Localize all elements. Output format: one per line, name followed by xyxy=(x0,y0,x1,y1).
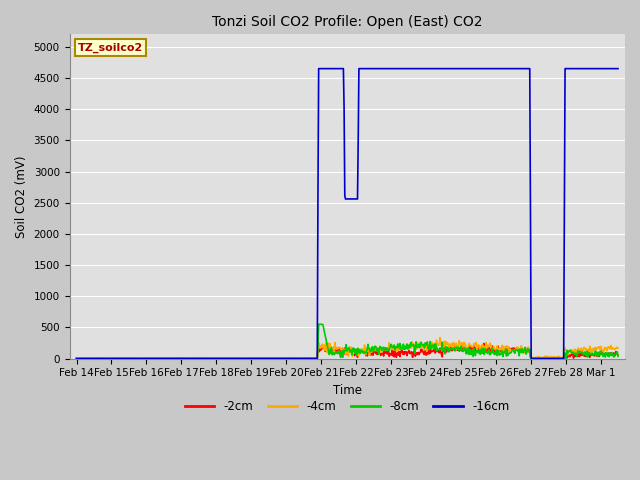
Text: TZ_soilco2: TZ_soilco2 xyxy=(78,42,143,53)
Title: Tonzi Soil CO2 Profile: Open (East) CO2: Tonzi Soil CO2 Profile: Open (East) CO2 xyxy=(212,15,483,29)
Legend: -2cm, -4cm, -8cm, -16cm: -2cm, -4cm, -8cm, -16cm xyxy=(180,395,515,418)
X-axis label: Time: Time xyxy=(333,384,362,397)
Y-axis label: Soil CO2 (mV): Soil CO2 (mV) xyxy=(15,155,28,238)
